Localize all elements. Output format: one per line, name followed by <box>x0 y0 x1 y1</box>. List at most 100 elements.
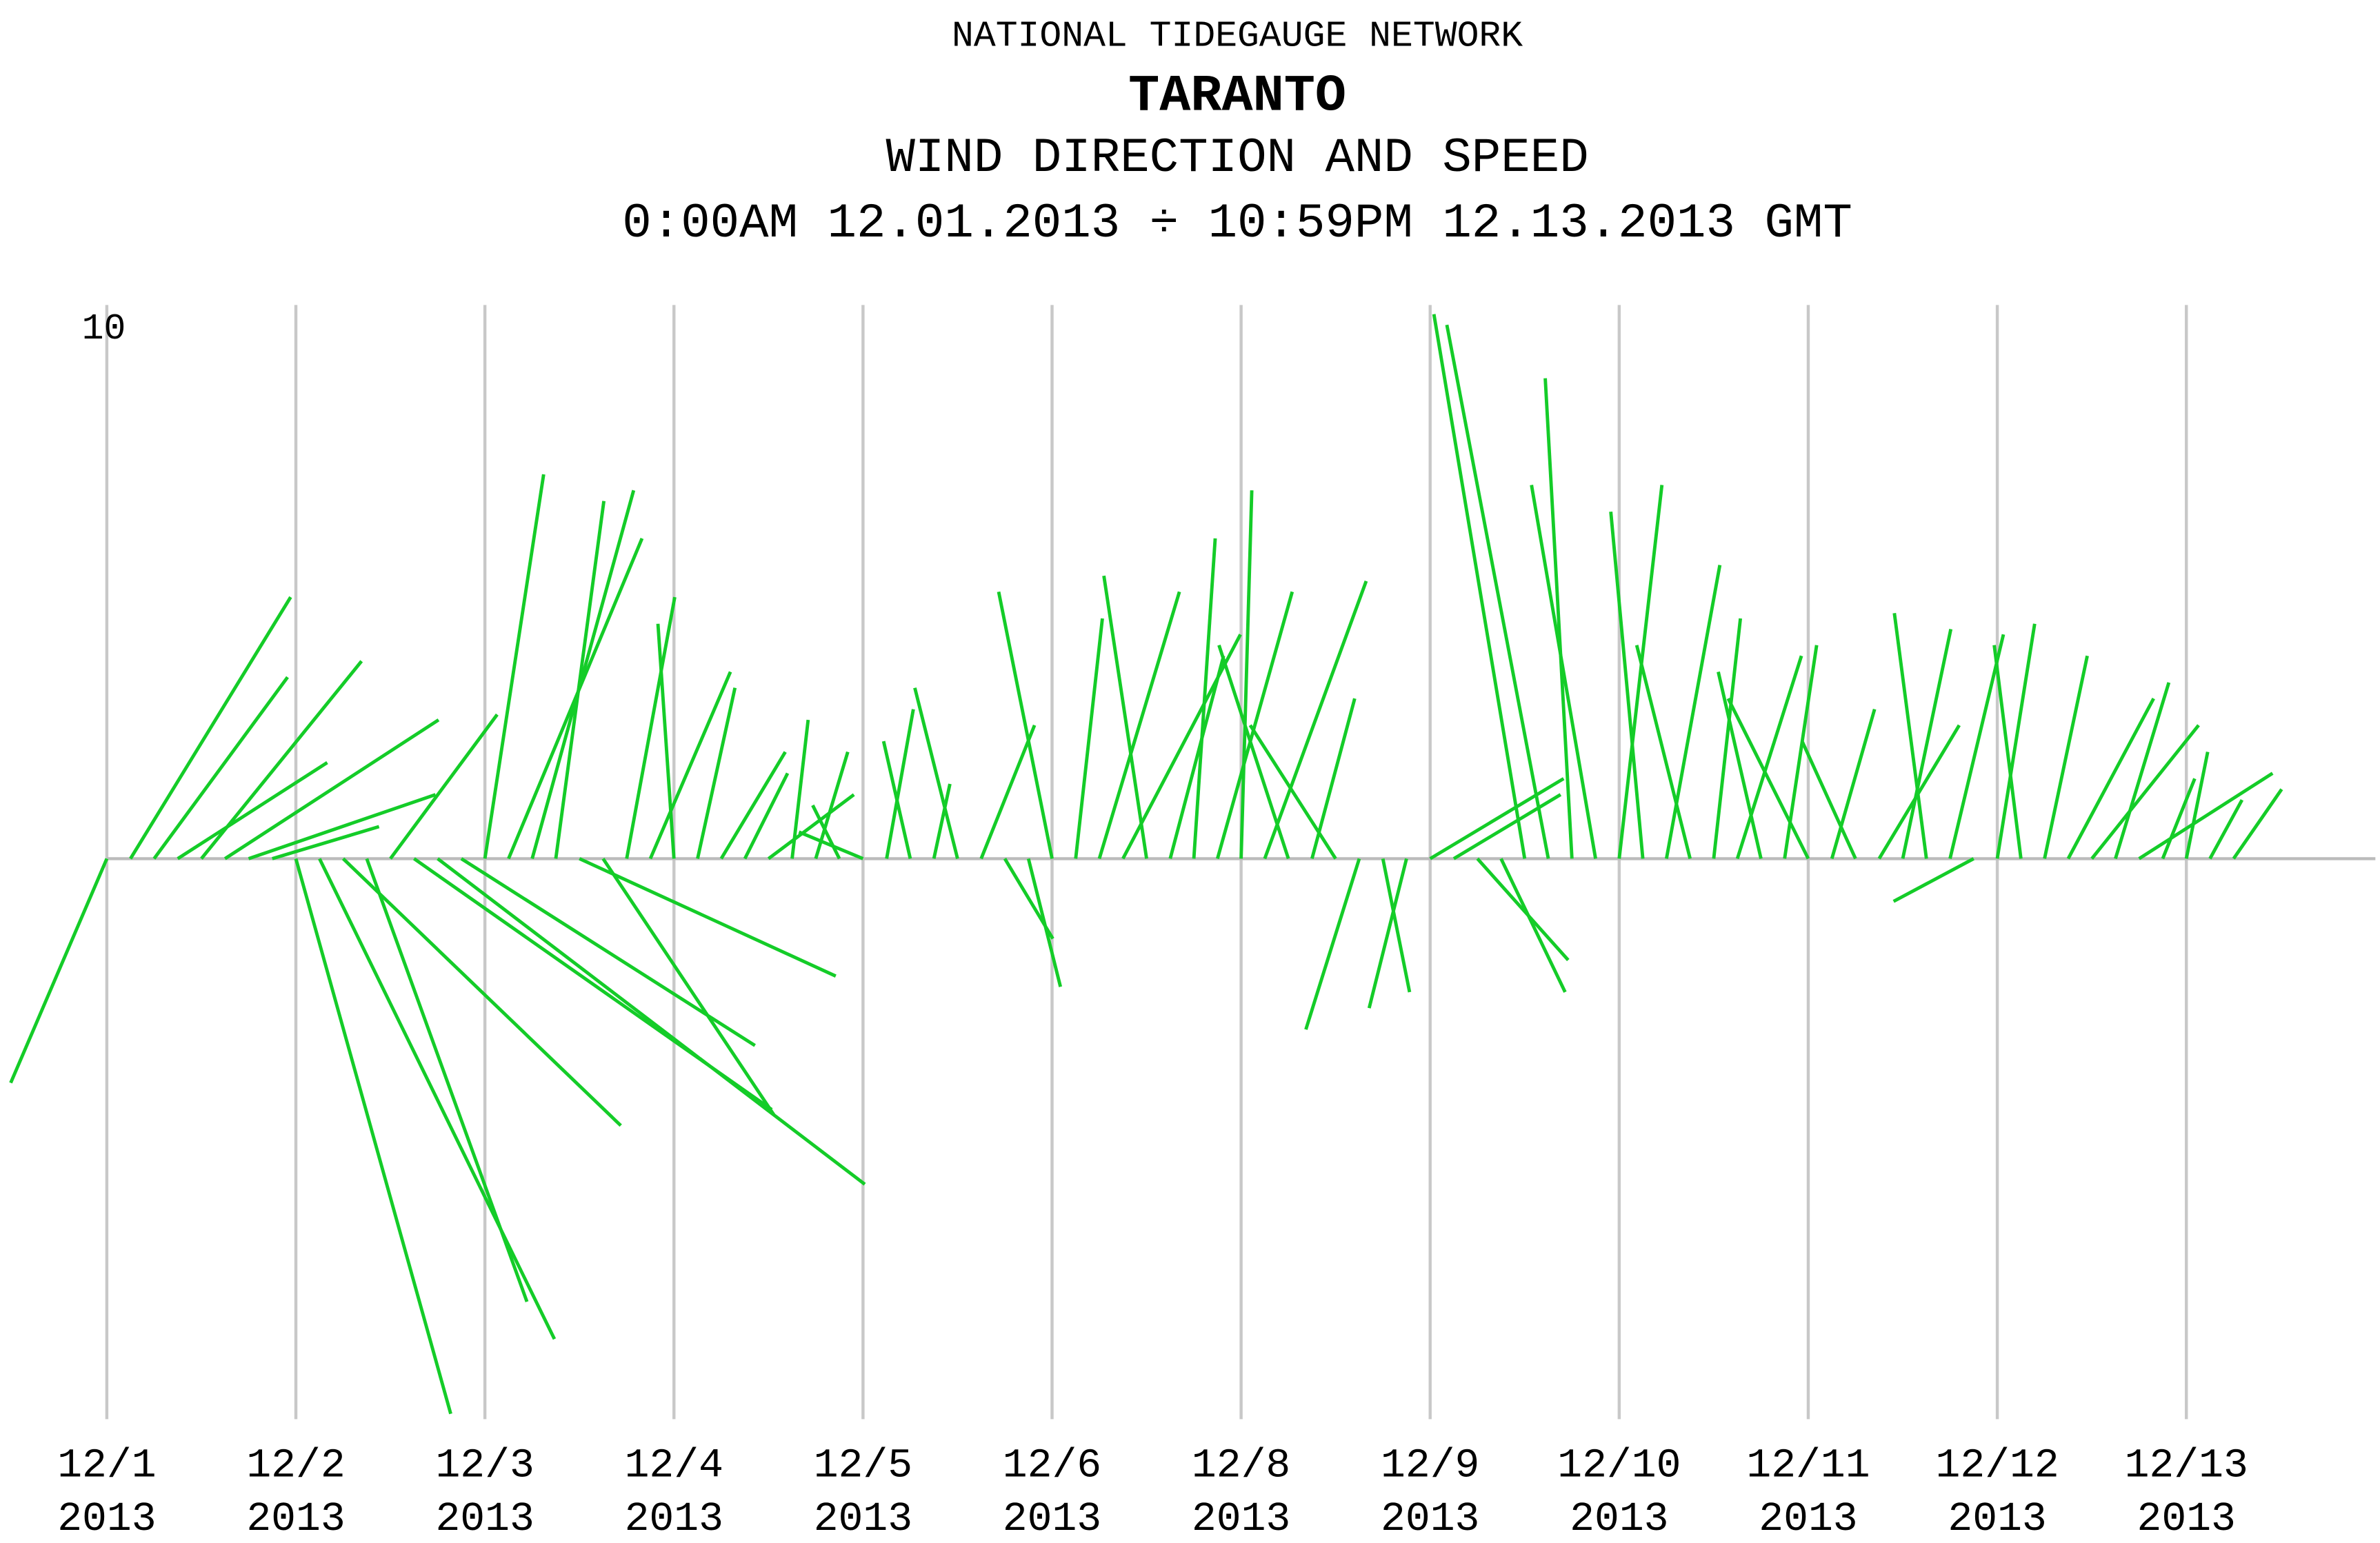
wind-stick <box>696 687 737 859</box>
wind-stick <box>1445 324 1550 859</box>
wind-stick <box>1901 629 1953 859</box>
wind-stick <box>152 676 289 860</box>
wind-stick <box>1239 490 1254 859</box>
wind-stick <box>656 623 676 859</box>
wind-stick <box>1476 857 1570 962</box>
x-tick-label: 12/9 2013 <box>1381 1442 1479 1542</box>
wind-stick <box>2114 682 2171 860</box>
x-tick-label: 12/4 2013 <box>625 1442 723 1542</box>
wind-stick <box>2090 724 2200 860</box>
wind-stick <box>483 474 546 859</box>
wind-stick <box>1609 511 1645 859</box>
wind-stick <box>1304 858 1361 1030</box>
x-tick-label: 12/13 2013 <box>2125 1442 2248 1542</box>
wind-stick <box>1074 618 1104 859</box>
wind-stick <box>530 490 636 860</box>
x-tick-label: 12/3 2013 <box>435 1442 534 1542</box>
wind-stick <box>1543 378 1574 859</box>
wind-stick <box>1452 793 1562 860</box>
wind-stick <box>341 857 622 1127</box>
wind-stick <box>1617 485 1664 859</box>
wind-stick <box>389 713 499 860</box>
wind-stick <box>1248 724 1337 860</box>
x-tick-label: 12/6 2013 <box>1003 1442 1101 1542</box>
wind-stick <box>767 793 855 860</box>
wind-stick <box>1381 858 1412 993</box>
wind-stick <box>1367 858 1408 1009</box>
wind-stick <box>601 858 776 1116</box>
wind-stick <box>9 858 109 1084</box>
wind-stick <box>2138 772 2274 860</box>
wind-stick <box>1948 634 2006 859</box>
x-tick-label: 12/5 2013 <box>814 1442 912 1542</box>
wind-stick <box>625 596 677 859</box>
wind-stick <box>719 751 787 860</box>
wind-stick <box>2232 788 2283 860</box>
wind-stick <box>1892 612 1928 859</box>
wind-stick <box>1215 591 1294 860</box>
wind-stick <box>579 857 837 978</box>
wind-stick <box>1712 618 1743 859</box>
wind-stick <box>272 825 380 860</box>
x-tick-label: 12/12 2013 <box>1935 1442 2059 1542</box>
chart-header: NATIONAL TIDEGAUGE NETWORK <box>952 15 1523 57</box>
chart-subtitle: WIND DIRECTION AND SPEED <box>886 131 1588 186</box>
wind-stick <box>1102 575 1148 859</box>
wind-stick <box>1263 580 1368 860</box>
wind-stick <box>437 857 866 1186</box>
wind-stick <box>1097 591 1181 860</box>
wind-stick <box>790 719 810 859</box>
wind-stick <box>932 783 952 859</box>
wind-stick <box>129 596 292 860</box>
wind-stick <box>913 687 959 860</box>
wind-stick <box>881 740 912 859</box>
wind-stick <box>1168 655 1226 860</box>
x-tick-label: 12/10 2013 <box>1557 1442 1681 1542</box>
wind-stick <box>248 793 437 860</box>
wind-stick <box>798 830 864 860</box>
wind-stick <box>997 591 1054 859</box>
wind-stick <box>177 761 328 860</box>
chart-period: 0:00AM 12.01.2013 ÷ 10:59PM 12.13.2013 G… <box>622 196 1852 252</box>
wind-stick <box>2066 698 2155 860</box>
wind-stick <box>200 660 363 860</box>
wind-stick <box>1530 485 1597 859</box>
wind-stick <box>318 858 557 1340</box>
wind-stick <box>294 858 452 1415</box>
wind-stick <box>1830 708 1877 860</box>
wind-stick <box>743 772 790 860</box>
wind-stick <box>648 671 732 860</box>
wind-stick <box>365 858 529 1302</box>
chart-title: TARANTO <box>1128 66 1346 125</box>
x-tick-label: 12/1 2013 <box>57 1442 156 1542</box>
wind-stick <box>1735 655 1803 860</box>
wind-stick <box>1800 740 1857 860</box>
wind-stick <box>1499 858 1567 994</box>
wind-stick <box>1664 565 1722 859</box>
wind-stick <box>1026 858 1063 987</box>
wind-stick <box>2208 799 2244 860</box>
x-tick-label: 12/8 2013 <box>1192 1442 1290 1542</box>
wind-stick <box>979 724 1037 860</box>
wind-stick <box>1992 645 2023 859</box>
wind-stick <box>223 718 440 860</box>
wind-stick <box>2043 655 2089 859</box>
wind-stick <box>1892 857 1974 903</box>
wind-stick <box>1726 698 1810 860</box>
wind-stick <box>554 501 606 859</box>
y-tick-label: 10 <box>82 308 126 350</box>
wind-stick <box>1429 777 1565 860</box>
wind-stick <box>811 804 841 860</box>
wind-stick <box>885 709 915 859</box>
wind-stick <box>1217 644 1290 860</box>
wind-stick <box>2184 752 2210 859</box>
wind-stick <box>1432 314 1527 859</box>
wind-stick <box>1995 623 2037 859</box>
wind-stick <box>1192 538 1217 859</box>
x-tick-label: 12/11 2013 <box>1746 1442 1870 1542</box>
wind-stick <box>1717 671 1763 859</box>
wind-stick <box>1634 645 1692 860</box>
